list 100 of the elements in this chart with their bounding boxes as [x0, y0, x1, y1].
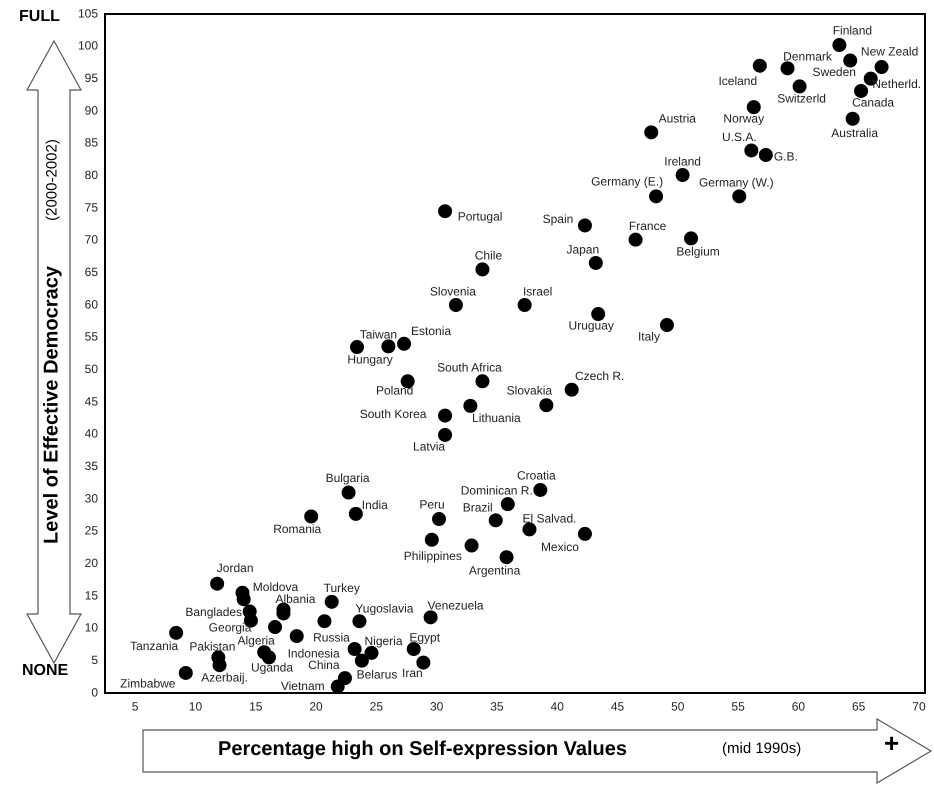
annotation: Pakistan [189, 640, 236, 654]
annotation: Egypt [409, 630, 441, 644]
annotation: Germany (E.) [591, 174, 664, 189]
y-tick-label: 30 [84, 491, 98, 506]
annotation: Lithuania [472, 411, 522, 426]
text: NONE [22, 662, 68, 680]
annotation: Yugoslavia [355, 602, 414, 616]
annotation: Turkey [324, 581, 360, 596]
y-tick-label: 45 [84, 394, 98, 408]
annotation: Jordan [216, 561, 254, 576]
y-axis-title: Level of Effective Democracy [40, 266, 64, 544]
annotation: Indonesia [288, 646, 340, 660]
text: FULL [19, 8, 60, 26]
text: + [884, 728, 900, 759]
annotation: Finland [832, 23, 872, 38]
annotation: Russia [313, 630, 350, 645]
annotation: Zimbabwe [120, 676, 176, 690]
y-tick-label: 0 [91, 685, 98, 700]
annotation: Czech R. [574, 369, 624, 384]
annotation: Canada [852, 95, 894, 110]
annotation: Belarus [356, 667, 398, 682]
annotation: Azerbaij. [201, 670, 248, 685]
annotation: Switzerld [777, 92, 826, 106]
y-tick-label: 25 [84, 524, 98, 538]
x-tick-label: 65 [852, 700, 866, 714]
annotation: Peru [419, 497, 445, 512]
annotation: Germany (W.) [698, 176, 774, 190]
annotation: Australia [831, 126, 878, 140]
annotation: Mexico [540, 540, 580, 554]
annotation: Austria [658, 112, 696, 126]
annotation: G.B. [774, 149, 798, 164]
annotation: Ireland [664, 154, 701, 168]
annotation: Brazil [462, 500, 493, 515]
text: (mid 1990s) [722, 740, 802, 757]
x-axis-title: Percentage high on Self-expression Values [218, 738, 628, 761]
annotation: Norway [723, 111, 764, 126]
x-tick-label: 50 [671, 700, 685, 714]
annotation: U.S.A. [722, 130, 757, 144]
x-tick-label: 35 [490, 700, 504, 714]
x-tick-label: 30 [430, 700, 444, 714]
annotation: Venezuela [428, 598, 484, 613]
annotation: Iceland [718, 74, 758, 88]
annotation: New Zeald [860, 44, 918, 58]
y-tick-label: 100 [78, 38, 98, 53]
y-tick-label: 20 [84, 556, 98, 570]
annotation: Denmark [783, 50, 833, 64]
annotation: Latvia [413, 439, 446, 454]
annotation: Taiwan [360, 328, 398, 342]
annotation: France [628, 219, 667, 233]
annotation: Albania [275, 592, 316, 606]
x-tick-label: 70 [912, 700, 926, 714]
annotation: Portugal [458, 210, 502, 224]
y-tick-label: 70 [84, 232, 98, 247]
annotation: Israel [522, 284, 552, 298]
x-tick-label: 25 [370, 700, 384, 714]
x-tick-label: 15 [249, 700, 263, 714]
annotation: Moldova [252, 580, 298, 594]
y-tick-label: 85 [84, 136, 98, 150]
annotation: Tanzania [130, 639, 178, 654]
x-tick-label: 40 [550, 700, 564, 714]
annotation: El Salvad. [522, 512, 576, 526]
annotation: Algeria [237, 634, 276, 648]
y-tick-label: 35 [84, 458, 98, 473]
annotation: Uganda [250, 660, 294, 675]
annotation: China [308, 658, 340, 672]
y-tick-label: 80 [84, 168, 98, 182]
annotation: Vietnam [280, 678, 325, 693]
x-tick-label: 55 [731, 700, 746, 714]
annotation: Sweden [812, 64, 856, 79]
y-tick-label: 50 [84, 362, 98, 376]
y-tick-label: 10 [84, 620, 98, 635]
annotation: Estonia [411, 324, 452, 338]
annotation: Slovenia [430, 284, 476, 298]
y-tick-label: 5 [91, 652, 98, 667]
annotation: Poland [376, 384, 414, 398]
annotation: Romania [273, 522, 322, 536]
x-tick-label: 5 [132, 700, 139, 714]
y-tick-label: 90 [84, 103, 98, 118]
y-tick-label: 65 [84, 264, 98, 279]
annotation: Uruguay [568, 318, 614, 332]
annotation: Slovakia [506, 384, 552, 398]
annotation: Philippines [404, 549, 462, 564]
y-tick-label: 60 [84, 297, 98, 312]
annotation: Chile [474, 248, 502, 263]
annotation: Spain [542, 212, 574, 226]
annotation: Argentina [468, 564, 521, 578]
annotation: Bulgaria [326, 470, 370, 485]
text: (2000-2002) [44, 139, 60, 221]
annotation: India [362, 498, 388, 512]
x-tick-label: 20 [309, 700, 324, 714]
x-tick-label: 10 [188, 700, 202, 714]
annotation: Dominican R. [460, 483, 533, 498]
annotation: South Africa [437, 360, 502, 375]
y-tick-label: 105 [78, 6, 98, 20]
x-tick-label: 60 [792, 700, 806, 714]
annotation: Banglades [185, 604, 242, 619]
y-tick-label: 15 [84, 588, 98, 602]
annotation: Italy [638, 329, 660, 344]
annotation: Belgium [676, 244, 720, 259]
annotation: Iran [402, 666, 423, 680]
